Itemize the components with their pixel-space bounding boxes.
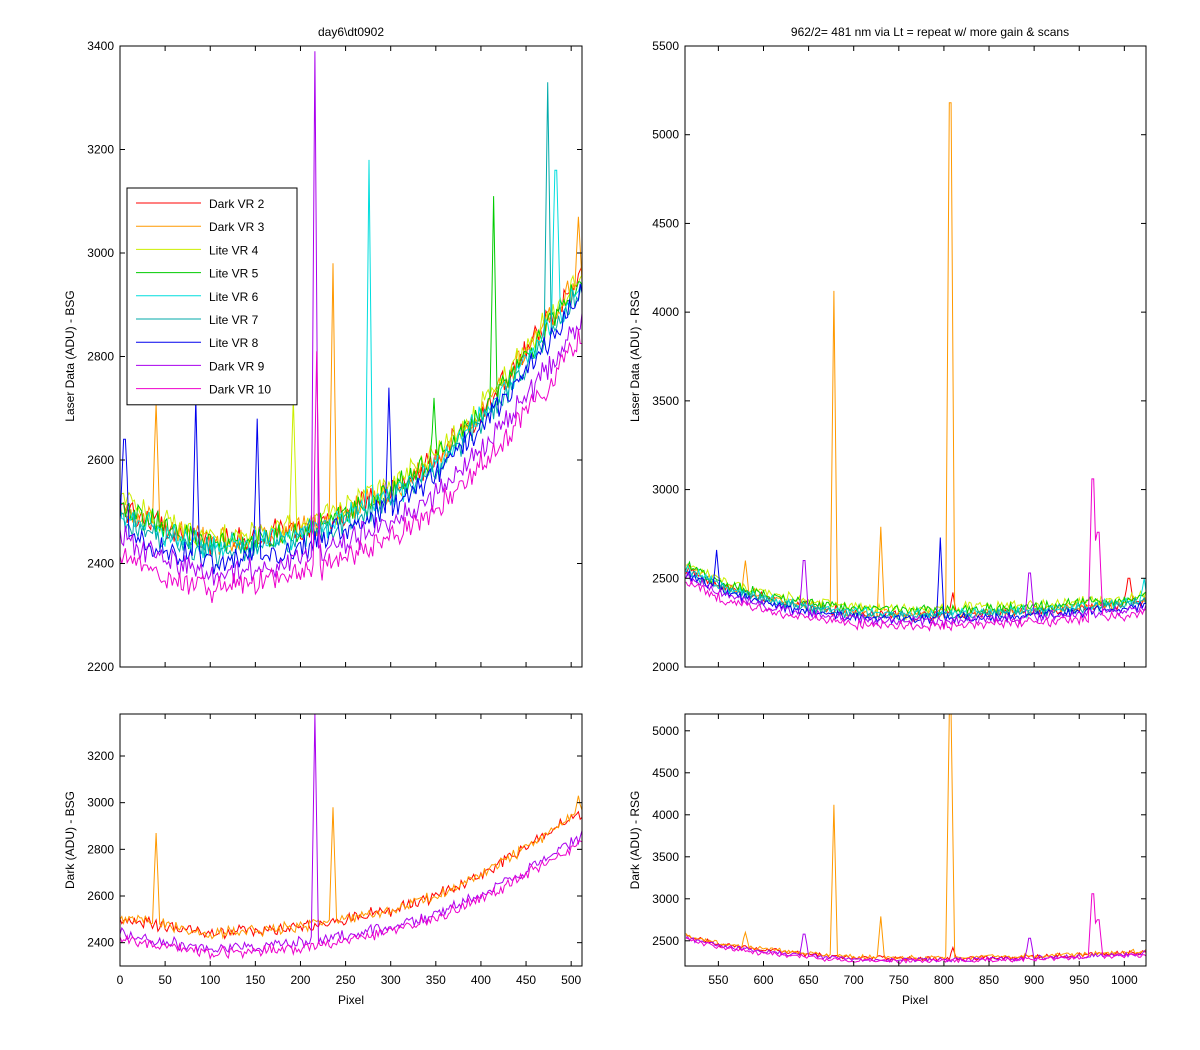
ticks-layer: 550 600 650 700 750 800 850 900 950 1000 2500 3000 3…: [652, 714, 1146, 987]
y-tick-label: 2800: [87, 842, 114, 856]
chart-title: day6\dt0902: [318, 25, 384, 39]
panel-bottom-left: 0 50 100 150 200 250 300 350 400 450 500 2400 2600 28…: [63, 713, 583, 1007]
x-tick-label: 450: [516, 973, 536, 987]
series-layer: [685, 102, 1146, 632]
y-tick-label: 2600: [87, 453, 114, 467]
legend-box: [126, 187, 298, 406]
y-tick-label: 4000: [652, 305, 679, 319]
x-tick-label: 350: [426, 973, 446, 987]
legend-label: Dark VR 10: [209, 383, 271, 397]
y-tick-label: 2000: [652, 660, 679, 674]
series-line-lite-vr-7: [120, 82, 582, 568]
y-tick-label: 2800: [87, 350, 114, 364]
series-line-dark-vr-9: [685, 560, 1146, 629]
ticks-layer: 2200 2400 2600 2800 3000 3200 3400: [87, 39, 582, 674]
legend-label: Lite VR 4: [209, 243, 259, 257]
y-axis-label: Dark (ADU) - BSG: [63, 791, 77, 889]
x-tick-label: 250: [336, 973, 356, 987]
series-line-dark-vr-10: [120, 329, 582, 603]
x-tick-label: 200: [290, 973, 310, 987]
series-line-dark-vr-3: [685, 714, 1146, 961]
x-tick-label: 850: [979, 973, 999, 987]
x-tick-label: 950: [1069, 973, 1089, 987]
y-tick-label: 4500: [652, 766, 679, 780]
x-tick-label: 100: [200, 973, 220, 987]
series-line-dark-vr-9: [120, 51, 582, 586]
series-line-dark-vr-3: [685, 102, 1146, 621]
x-tick-label: 750: [889, 973, 909, 987]
plot-frame: [119, 713, 583, 967]
x-tick-label: 650: [799, 973, 819, 987]
series-line-dark-vr-10: [120, 840, 582, 961]
y-tick-label: 5000: [652, 724, 679, 738]
y-tick-label: 3000: [652, 483, 679, 497]
legend-label: Lite VR 6: [209, 290, 259, 304]
series-line-lite-vr-5: [685, 560, 1146, 617]
y-axis-label: Dark (ADU) - RSG: [628, 791, 642, 890]
plot-frame: [684, 713, 1147, 967]
y-tick-label: 4500: [652, 216, 679, 230]
series-layer: [120, 714, 582, 961]
legend-label: Dark VR 2: [209, 197, 265, 211]
y-tick-label: 3200: [87, 749, 114, 763]
legend-label: Dark VR 3: [209, 220, 265, 234]
x-tick-label: 500: [561, 973, 581, 987]
series-line-dark-vr-10: [685, 893, 1146, 964]
legend-label: Lite VR 8: [209, 336, 259, 350]
y-tick-label: 3200: [87, 143, 114, 157]
y-tick-label: 3500: [652, 850, 679, 864]
y-tick-label: 4000: [652, 808, 679, 822]
panel-top-right: 2000 2500 3000 3500 4000 4500 5000 5500 962/2= …: [628, 25, 1147, 674]
y-tick-label: 3000: [87, 796, 114, 810]
x-tick-label: 600: [753, 973, 773, 987]
y-tick-label: 3000: [652, 892, 679, 906]
y-tick-label: 5500: [652, 39, 679, 53]
x-tick-label: 900: [1024, 973, 1044, 987]
panel-top-left: 2200 2400 2600 2800 3000 3200 3400 day6\dt0902…: [63, 25, 583, 674]
x-tick-label: 800: [934, 973, 954, 987]
ticks-layer: 2000 2500 3000 3500 4000 4500 5000 5500: [652, 39, 1146, 674]
y-tick-label: 2500: [652, 934, 679, 948]
x-axis-label: Pixel: [338, 993, 364, 1007]
x-tick-label: 400: [471, 973, 491, 987]
series-line-lite-vr-6: [685, 564, 1146, 619]
y-tick-label: 5000: [652, 128, 679, 142]
y-tick-label: 3400: [87, 39, 114, 53]
legend-label: Dark VR 9: [209, 359, 265, 373]
x-tick-label: 700: [844, 973, 864, 987]
series-line-dark-vr-2: [685, 934, 1146, 962]
x-tick-label: 1000: [1111, 973, 1138, 987]
chart-title: 962/2= 481 nm via Lt = repeat w/ more ga…: [791, 25, 1069, 39]
legend-label: Lite VR 7: [209, 313, 259, 327]
plot-frame: [684, 45, 1147, 668]
y-tick-label: 3000: [87, 246, 114, 260]
y-tick-label: 2600: [87, 889, 114, 903]
series-line-dark-vr-10: [685, 478, 1146, 632]
y-tick-label: 3500: [652, 394, 679, 408]
x-tick-label: 300: [381, 973, 401, 987]
series-line-lite-vr-8: [120, 283, 582, 575]
panel-bottom-right: 550 600 650 700 750 800 850 900 950 1000 2500 3000 3…: [628, 713, 1147, 1007]
series-layer: [120, 51, 582, 603]
y-axis-label: Laser Data (ADU) - BSG: [63, 290, 77, 421]
y-tick-label: 2500: [652, 571, 679, 585]
legend: Dark VR 2 Dark VR 3 Lite VR 4 Lite VR 5 Lite…: [126, 187, 298, 406]
y-axis-label: Laser Data (ADU) - RSG: [628, 290, 642, 422]
legend-label: Lite VR 5: [209, 267, 259, 281]
series-layer: [685, 714, 1146, 964]
x-tick-label: 0: [117, 973, 124, 987]
y-tick-label: 2200: [87, 660, 114, 674]
x-tick-label: 50: [158, 973, 172, 987]
ticks-layer: 0 50 100 150 200 250 300 350 400 450 500 2400 2600 28…: [87, 714, 582, 987]
x-tick-label: 150: [245, 973, 265, 987]
x-tick-label: 550: [708, 973, 728, 987]
x-axis-label: Pixel: [902, 993, 928, 1007]
series-line-dark-vr-3: [120, 795, 582, 940]
series-line-lite-vr-6: [120, 159, 582, 559]
y-tick-label: 2400: [87, 936, 114, 950]
y-tick-label: 2400: [87, 557, 114, 571]
